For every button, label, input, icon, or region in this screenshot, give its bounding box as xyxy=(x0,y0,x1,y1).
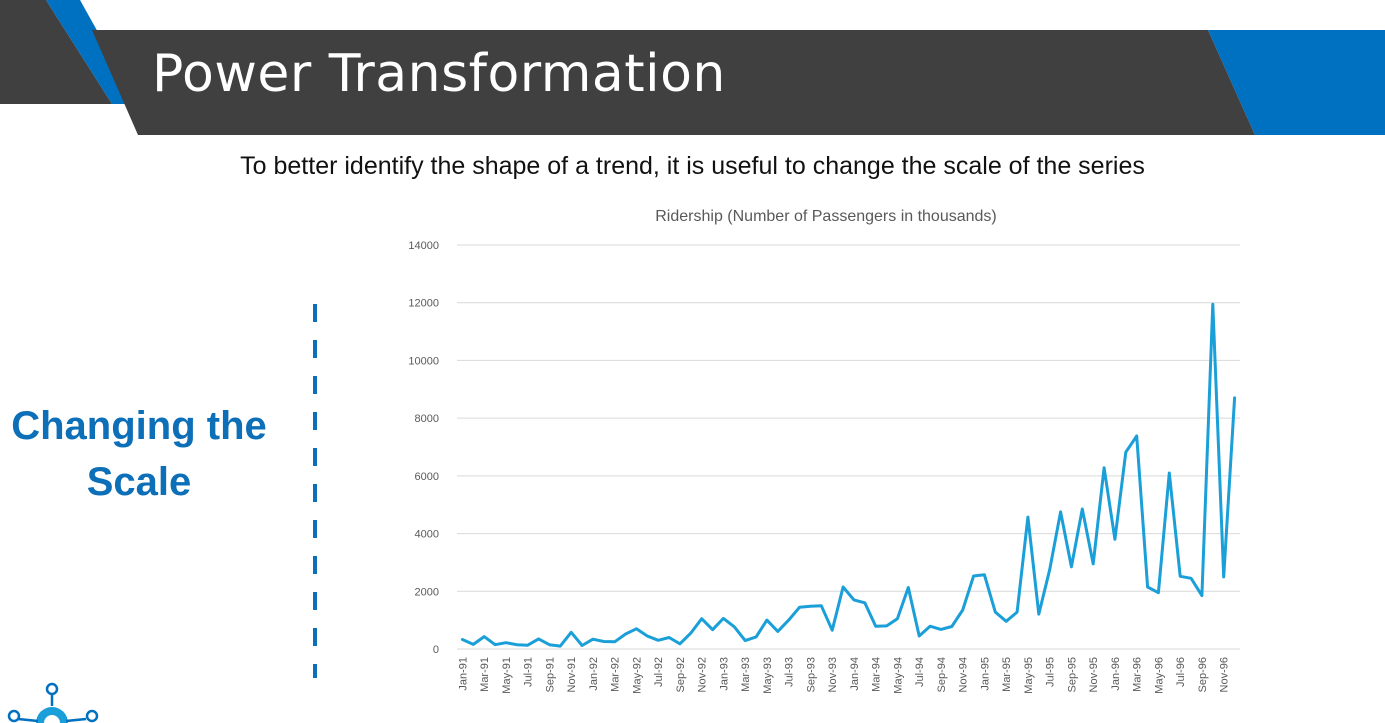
x-tick-label: Sep-95 xyxy=(1066,657,1078,692)
x-tick-label: Nov-96 xyxy=(1219,657,1231,692)
x-tick-label: Jan-93 xyxy=(718,657,730,691)
x-tick-label: Jan-94 xyxy=(849,657,861,691)
x-tick-label: Mar-93 xyxy=(740,657,752,692)
banner-main-bar xyxy=(92,30,1255,135)
x-tick-label: Jul-94 xyxy=(914,657,926,687)
x-tick-label: Mar-91 xyxy=(479,657,491,692)
x-tick-label: Nov-92 xyxy=(697,657,709,692)
x-tick-label: Sep-93 xyxy=(805,657,817,692)
x-tick-label: Sep-94 xyxy=(936,657,948,692)
chart-title: Ridership (Number of Passengers in thous… xyxy=(655,208,997,225)
y-tick-label: 6000 xyxy=(415,471,439,483)
x-tick-label: Jul-92 xyxy=(653,657,665,687)
x-tick-label: Mar-95 xyxy=(1001,657,1013,692)
dashed-divider xyxy=(313,304,317,678)
x-tick-label: Jan-96 xyxy=(1110,657,1122,691)
x-tick-label: Sep-96 xyxy=(1197,657,1209,692)
chart-series xyxy=(460,302,1237,648)
section-label: Changing the Scale xyxy=(11,404,267,504)
x-tick-label: Jul-96 xyxy=(1175,657,1187,687)
y-tick-label: 2000 xyxy=(415,586,439,598)
y-axis-ticks: 0 2000 4000 6000 8000 10000 12000 14000 xyxy=(408,240,439,656)
x-tick-label: Sep-92 xyxy=(675,657,687,692)
x-tick-label: Nov-91 xyxy=(566,657,578,692)
title-banner xyxy=(0,0,1385,135)
x-tick-label: Jan-95 xyxy=(979,657,991,691)
banner-right-blue-block xyxy=(1208,30,1385,135)
x-tick-label: May-96 xyxy=(1153,657,1165,694)
x-tick-label: Jul-91 xyxy=(523,657,535,687)
x-tick-label: Mar-92 xyxy=(610,657,622,692)
y-tick-label: 4000 xyxy=(415,529,439,541)
x-tick-label: Jan-91 xyxy=(457,657,469,691)
x-tick-label: Nov-93 xyxy=(827,657,839,692)
banner-left-dark-block xyxy=(0,0,112,104)
x-tick-label: Nov-95 xyxy=(1088,657,1100,692)
y-tick-label: 8000 xyxy=(415,413,439,425)
y-tick-label: 14000 xyxy=(408,240,439,252)
x-tick-label: May-95 xyxy=(1023,657,1035,694)
x-tick-label: Jan-92 xyxy=(588,657,600,691)
x-tick-label: May-92 xyxy=(631,657,643,694)
x-tick-label: Jul-93 xyxy=(784,657,796,687)
x-tick-label: May-94 xyxy=(892,657,904,694)
slide-title: Power Transformation xyxy=(152,44,726,104)
slide-subtitle: To better identify the shape of a trend,… xyxy=(240,152,1145,180)
x-tick-label: Mar-96 xyxy=(1132,657,1144,692)
y-tick-label: 0 xyxy=(433,644,439,656)
x-tick-label: May-91 xyxy=(501,657,513,694)
x-axis-ticks: Jan-91 Mar-91 May-91 Jul-91 Sep-91 Nov-91 Jan-… xyxy=(457,657,1230,694)
lightbulb-network-logo xyxy=(7,682,99,723)
x-tick-label: Nov-94 xyxy=(958,657,970,692)
x-tick-label: May-93 xyxy=(762,657,774,694)
series-line xyxy=(460,302,1237,648)
x-tick-label: Sep-91 xyxy=(544,657,556,692)
x-tick-label: Jul-95 xyxy=(1045,657,1057,687)
x-tick-label: Mar-94 xyxy=(871,657,883,692)
y-tick-label: 10000 xyxy=(408,355,439,367)
y-tick-label: 12000 xyxy=(408,298,439,310)
chart-gridlines xyxy=(457,244,1240,650)
